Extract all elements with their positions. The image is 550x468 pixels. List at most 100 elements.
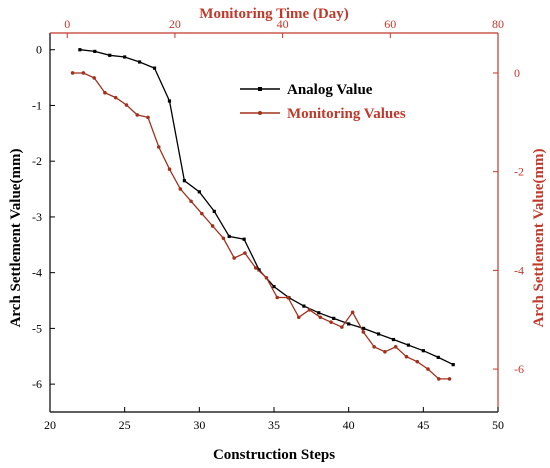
data-point-analog [317, 311, 321, 315]
data-point-analog [362, 326, 366, 330]
x-tick-label-top: 20 [169, 17, 181, 31]
y-axis-title-left: Arch Settlement Value(mm) [8, 149, 24, 328]
series-line-monitoring [72, 72, 450, 380]
data-point-monitoring [426, 367, 430, 371]
x-tick-label-top: 80 [492, 17, 504, 31]
data-point-analog [212, 209, 216, 213]
data-point-analog [302, 304, 306, 308]
data-point-monitoring [253, 266, 258, 270]
y-tick-label-left: -3 [32, 210, 42, 224]
series-line-analog [79, 49, 454, 366]
axis-top: 0 20 40 60 80 [64, 17, 504, 38]
data-point-analog [406, 343, 410, 347]
data-point-monitoring [383, 349, 387, 354]
data-point-monitoring [307, 308, 312, 312]
data-point-monitoring [296, 315, 301, 320]
data-point-monitoring [200, 211, 204, 216]
x-tick-label-bottom: 30 [193, 418, 205, 432]
data-point-monitoring [447, 377, 452, 381]
series-layer [70, 48, 455, 381]
data-point-analog [93, 49, 97, 53]
data-point-analog [376, 332, 381, 336]
data-point-monitoring [92, 76, 96, 80]
data-point-monitoring [264, 275, 269, 280]
data-point-monitoring [167, 167, 172, 172]
data-point-monitoring [221, 236, 226, 241]
x-tick-label-top: 40 [277, 17, 289, 31]
axis-bottom: 20 25 30 35 40 45 50 [44, 407, 504, 432]
data-point-monitoring [243, 251, 247, 255]
x-axis-title-top: Monitoring Time (Day) [199, 6, 348, 22]
data-point-monitoring [146, 115, 150, 120]
data-point-monitoring [286, 295, 290, 300]
y-tick-label-left: -6 [32, 377, 42, 391]
data-point-monitoring [113, 95, 118, 100]
data-point-monitoring [124, 103, 129, 107]
data-point-analog [197, 190, 201, 194]
y-tick-label-right: 0 [514, 66, 520, 80]
x-tick-label-bottom: 25 [119, 418, 131, 432]
y-tick-label-left: -1 [32, 98, 42, 112]
data-point-monitoring [393, 345, 398, 349]
data-point-monitoring [404, 354, 409, 359]
data-point-analog [421, 349, 425, 353]
data-point-analog [182, 179, 186, 183]
x-tick-label-bottom: 35 [268, 418, 280, 432]
data-point-monitoring [156, 145, 161, 149]
x-axis-title-bottom: Construction Steps [213, 447, 335, 463]
plot-frame [49, 32, 499, 413]
data-point-analog [436, 355, 440, 359]
y-tick-label-right: -4 [514, 263, 524, 277]
legend-marker-analog [258, 87, 262, 91]
data-point-analog [257, 268, 261, 272]
x-tick-label-top: 0 [64, 17, 70, 31]
data-point-monitoring [415, 359, 420, 364]
data-point-monitoring [436, 377, 441, 381]
y-tick-label-left: -4 [32, 266, 42, 280]
data-point-monitoring [135, 113, 140, 117]
x-tick-label-top: 60 [384, 17, 396, 31]
data-point-analog [78, 48, 82, 52]
x-tick-label-bottom: 50 [492, 418, 504, 432]
data-point-monitoring [103, 90, 107, 95]
data-point-monitoring [275, 295, 280, 300]
data-point-monitoring [372, 345, 376, 349]
data-point-monitoring [81, 71, 86, 75]
y-tick-label-left: -5 [32, 321, 42, 335]
axis-right: 0 -2 -4 -6 [493, 66, 524, 376]
data-point-monitoring [340, 325, 344, 329]
y-tick-label-right: -2 [514, 165, 524, 179]
legend-label-monitoring: Monitoring Values [287, 106, 406, 122]
y-axis-title-right: Arch Settlement Value(mm) [531, 149, 547, 328]
data-point-analog [347, 322, 351, 326]
data-point-monitoring [210, 224, 215, 228]
data-point-monitoring [189, 199, 193, 204]
data-point-analog [272, 284, 276, 289]
data-point-analog [138, 60, 142, 64]
data-point-monitoring [178, 187, 183, 191]
x-tick-label-bottom: 40 [343, 418, 355, 432]
data-point-analog [167, 99, 172, 103]
axis-left: 0 -1 -2 -3 -4 -5 -6 [32, 43, 55, 391]
data-point-analog [123, 55, 127, 59]
data-point-analog [451, 363, 455, 367]
data-point-monitoring [361, 330, 366, 334]
y-tick-label-left: -2 [32, 154, 42, 168]
legend-label-analog: Analog Value [287, 82, 373, 98]
y-tick-label-right: -6 [514, 362, 524, 376]
data-point-analog [227, 234, 231, 239]
data-point-analog [391, 337, 396, 342]
legend: Analog Value Monitoring Values [240, 82, 406, 122]
data-point-analog [242, 237, 246, 241]
data-point-monitoring [329, 320, 333, 324]
data-point-analog [108, 53, 112, 57]
data-point-analog [152, 66, 157, 70]
data-point-monitoring [350, 310, 355, 315]
y-tick-label-left: 0 [36, 43, 42, 57]
x-tick-label-bottom: 20 [44, 418, 56, 432]
data-point-monitoring [318, 315, 323, 320]
data-point-monitoring [70, 71, 75, 75]
data-point-analog [332, 316, 336, 320]
data-point-monitoring [232, 256, 236, 260]
